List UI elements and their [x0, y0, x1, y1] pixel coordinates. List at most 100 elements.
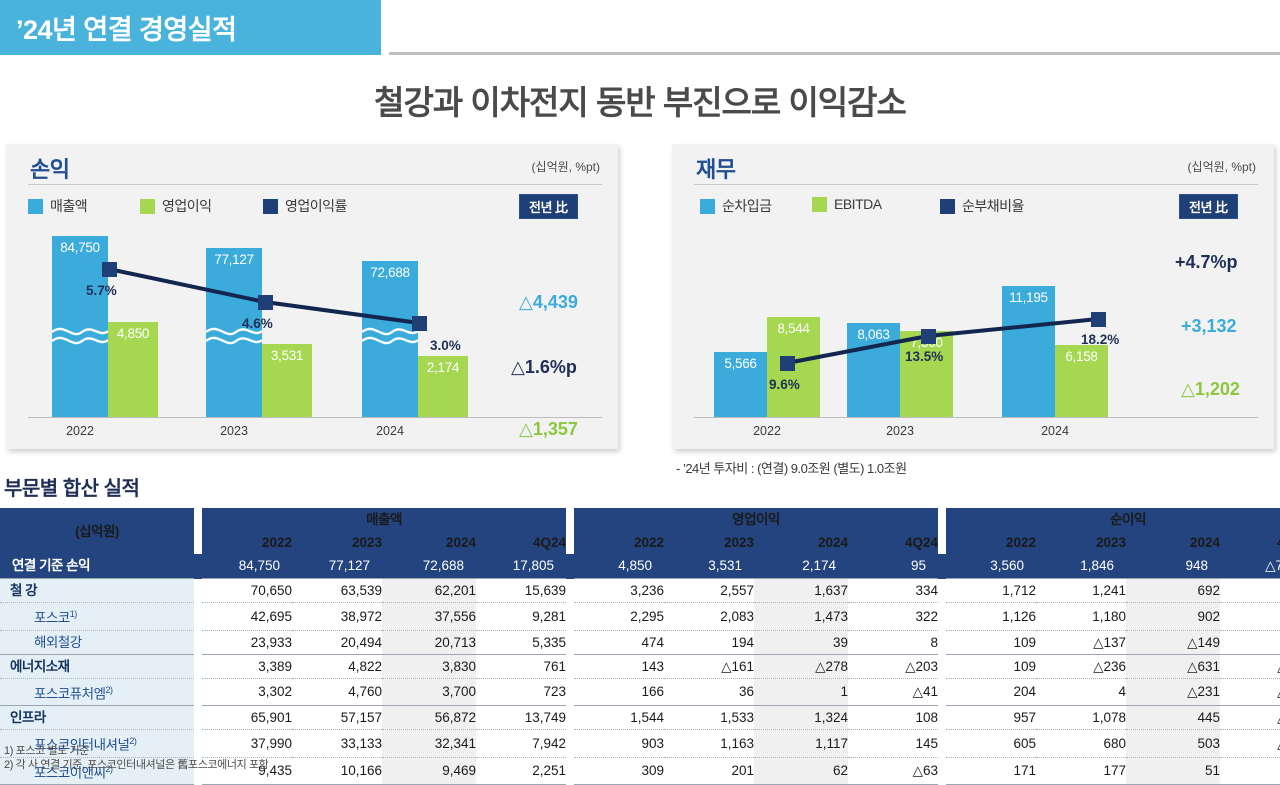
bar-op-2024: 2,174: [418, 356, 468, 418]
cell-op-2023: △161: [664, 653, 755, 678]
row-label: 에너지소재: [0, 653, 194, 678]
marker-label-net-debt-ratio-2023: 13.5%: [905, 349, 944, 364]
bar-label-ebitda-2024: 6,158: [1065, 349, 1098, 364]
footnote-2: 2) 각 사 연결 기준, 포스코인터내셔널은 舊포스코에너지 포함: [4, 759, 269, 771]
cell-net-4Q24: △276: [1220, 677, 1280, 706]
cell-op-2024: △278: [754, 653, 849, 678]
cell-op-4Q24: △203: [848, 653, 939, 678]
column-gap: [566, 602, 575, 630]
header-gap-2: [566, 508, 575, 554]
header-divider: [389, 52, 1280, 55]
marker-net-debt-ratio-2022: [780, 356, 795, 371]
bar-label-sales-2023: 77,127: [214, 252, 254, 267]
cell-sales-2023: 57,157: [292, 705, 382, 730]
legend-label-ebitda: EBITDA: [834, 196, 882, 212]
cell-op-2023: 201: [664, 756, 755, 785]
bar-label-op-2023: 3,531: [270, 348, 304, 363]
legend-label-op-profit: 영업이익: [162, 198, 212, 214]
bar-label-ebitda-2022: 8,544: [777, 321, 810, 336]
column-gap: [194, 578, 202, 603]
cell-sales-2024: 37,556: [382, 602, 476, 630]
column-gap: [566, 630, 575, 654]
income-panel-title: 손익: [30, 157, 70, 182]
cell-sales-2022: 3,389: [202, 653, 292, 678]
marker-label-op-margin-2023: 4.6%: [242, 316, 273, 331]
col-op-2023: 2023: [664, 531, 755, 554]
cell-sales-4Q24: 17,805: [476, 554, 567, 579]
column-gap: [938, 729, 947, 757]
chart-panel-income: 손익 (십억원, %pt) 매출액 영업이익 영업이익률 전년 比 84,750: [6, 144, 618, 449]
income-yoy-badge: 전년 比: [519, 194, 578, 219]
col-sales-2022: 2022: [202, 531, 292, 554]
performance-table: (십억원) 매출액 영업이익 순이익 2022 2023 2024 4Q24 2…: [0, 508, 1280, 785]
cell-sales-4Q24: 15,639: [476, 578, 567, 603]
col-net-2023: 2023: [1036, 531, 1127, 554]
legend-swatch-icon-net-debt: [700, 198, 715, 214]
col-net-4q24: 4Q24: [1220, 531, 1280, 554]
table-year-header-row: 2022 2023 2024 4Q24 2022 2023 2024 4Q24 …: [0, 531, 1280, 554]
cell-op-2022: 474: [574, 629, 665, 654]
bar-net-debt-2024: 11,195: [1002, 286, 1055, 418]
cell-op-2023: 36: [664, 677, 755, 706]
cell-sales-2022: 70,650: [202, 578, 292, 603]
column-gap: [194, 630, 202, 654]
cell-net-2024: 445: [1126, 705, 1221, 730]
cell-op-2024: 1,637: [754, 578, 849, 603]
header-tab: ’24년 연결 경영실적: [0, 0, 381, 55]
bar-op-2023: 3,531: [262, 344, 312, 418]
marker-net-debt-ratio-2023: [921, 329, 936, 344]
cell-op-2024: 1: [754, 677, 849, 706]
cell-sales-2023: 4,760: [292, 677, 382, 706]
cell-sales-4Q24: 7,942: [476, 729, 567, 757]
row-label: 포스코퓨처엠2): [0, 677, 194, 706]
cell-op-4Q24: 322: [848, 602, 939, 630]
column-gap: [194, 554, 202, 579]
cell-net-4Q24: △374: [1220, 705, 1280, 730]
finance-yoy-badge: 전년 比: [1179, 194, 1238, 219]
finance-legend: 순차입금 EBITDA 순부채비율 전년 比: [672, 194, 1274, 222]
legend-swatch-icon-op-margin: [263, 198, 278, 214]
cell-net-2022: 204: [946, 677, 1037, 706]
cell-net-2024: △631: [1126, 653, 1221, 678]
cell-op-4Q24: 8: [848, 629, 939, 654]
col-sales-2023: 2023: [292, 531, 382, 554]
cell-net-2022: 3,560: [946, 554, 1037, 579]
cell-sales-2022: 3,302: [202, 677, 292, 706]
header-tab-label: ’24년 연결 경영실적: [16, 15, 237, 45]
bar-sales-2024: 72,688: [362, 261, 418, 418]
table-row: 포스코1) 42,695 38,972 37,556 9,281 2,295 2,083 1,…: [0, 602, 1280, 630]
cell-sales-2024: 32,341: [382, 729, 476, 757]
xtick-finance-2023: 2023: [886, 424, 914, 438]
column-gap: [938, 630, 947, 654]
cell-op-2023: 2,083: [664, 602, 755, 630]
legend-swatch-icon-op-profit: [140, 198, 155, 214]
table-row: 포스코퓨처엠2) 3,302 4,760 3,700 723 166 36 1 △41 204 4 △…: [0, 677, 1280, 706]
cell-sales-2024: 62,201: [382, 578, 476, 603]
chart-panel-finance: 재무 (십억원, %pt) 순차입금 EBITDA 순부채비율 전년 比 5,5…: [672, 144, 1274, 449]
cell-sales-4Q24: 761: [476, 653, 567, 678]
cell-net-2023: 4: [1036, 677, 1127, 706]
cell-net-2024: △149: [1126, 629, 1221, 654]
cell-op-4Q24: △41: [848, 677, 939, 706]
table-group-header-row: (십억원) 매출액 영업이익 순이익: [0, 508, 1280, 554]
cell-sales-2023: 10,166: [292, 756, 382, 785]
table-row: 에너지소재 3,389 4,822 3,830 761 143 △161 △278 △203 10…: [0, 653, 1280, 678]
finance-panel-head: 재무 (십억원, %pt): [672, 144, 1274, 194]
cell-op-4Q24: 95: [848, 554, 939, 579]
cell-sales-2023: 4,822: [292, 653, 382, 678]
cell-net-2023: 1,180: [1036, 602, 1127, 630]
row-label: 해외철강: [0, 629, 194, 654]
cell-sales-2023: 63,539: [292, 578, 382, 603]
cell-op-2023: 1,163: [664, 729, 755, 757]
cell-op-2022: 309: [574, 756, 665, 785]
finance-panel-rule: [694, 184, 1258, 185]
row-label: 인프라: [0, 705, 194, 730]
column-gap: [938, 578, 947, 603]
income-plot: 84,750 4,850 77,127 3,531 72,688 2,174: [6, 222, 618, 439]
row-label-superscript: 2): [105, 684, 114, 695]
bar-label-net-debt-2023: 8,063: [857, 327, 890, 342]
legend-item-op-profit: 영업이익: [140, 196, 212, 216]
header-gap-1: [194, 508, 202, 554]
income-legend: 매출액 영업이익 영업이익률 전년 比: [6, 194, 618, 222]
column-gap: [566, 578, 575, 603]
